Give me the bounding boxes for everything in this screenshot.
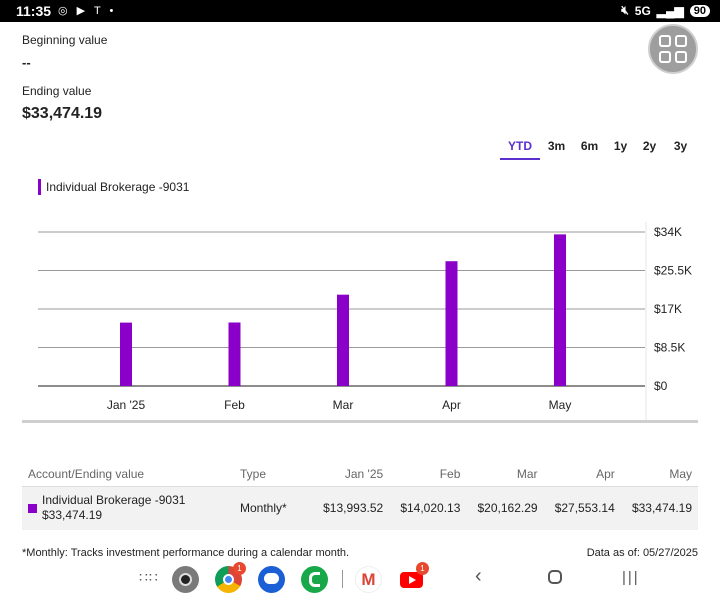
- x-tick-label: Feb: [224, 398, 245, 412]
- section-divider: [22, 420, 698, 423]
- y-tick-label: $8.5K: [654, 341, 685, 355]
- header-may: May: [620, 462, 698, 487]
- x-tick-label: Mar: [333, 398, 354, 412]
- period-tabs: YTD 3m 6m 1y 2y 3y: [500, 138, 697, 160]
- legend-label: Individual Brokerage -9031: [46, 180, 190, 194]
- chrome-badge: 1: [233, 562, 246, 575]
- status-bar: 11:35 ◎ ▶ T • 🔇︎ 5G ▂▄▆ 90: [0, 0, 720, 22]
- value-cell-apr: $27,553.14: [543, 486, 621, 530]
- app-drawer-icon[interactable]: ∷∷: [139, 569, 159, 585]
- network-label: 5G: [634, 3, 651, 18]
- tab-ytd[interactable]: YTD: [500, 138, 540, 160]
- beginning-value: --: [22, 55, 31, 70]
- x-tick-label: Jan '25: [107, 398, 146, 412]
- value-cell-feb: $14,020.13: [389, 486, 467, 530]
- android-nav-bar: ∷∷ 1 M 1 ‹ |||: [0, 560, 720, 600]
- bar: [228, 322, 241, 386]
- account-swatch: [28, 504, 37, 514]
- x-tick-label: May: [549, 398, 572, 412]
- status-right: 🔇︎ 5G ▂▄▆ 90: [621, 3, 710, 18]
- main-content: Beginning value -- Ending value $33,474.…: [0, 22, 720, 560]
- y-tick-label: $25.5K: [654, 264, 692, 278]
- bar: [120, 322, 132, 386]
- beginning-value-label: Beginning value: [22, 33, 108, 47]
- header-apr: Apr: [543, 462, 621, 487]
- ending-value: $33,474.19: [22, 105, 103, 122]
- account-ending-value: $33,474.19: [42, 508, 103, 523]
- camera-icon[interactable]: [172, 566, 199, 593]
- tab-3m[interactable]: 3m: [547, 139, 566, 153]
- header-type: Type: [234, 462, 312, 487]
- table-header-row: Account/Ending value Type Jan '25 Feb Ma…: [22, 462, 698, 487]
- table-row[interactable]: Individual Brokerage -9031 $33,474.19 Mo…: [22, 486, 698, 530]
- tab-6m[interactable]: 6m: [580, 139, 599, 153]
- header-mar: Mar: [466, 462, 544, 487]
- y-tick-label: $0: [654, 379, 668, 393]
- home-button[interactable]: [548, 570, 562, 584]
- legend-swatch: [38, 179, 41, 195]
- value-cell-mar: $20,162.29: [466, 486, 544, 530]
- y-tick-label: $17K: [654, 302, 682, 316]
- youtube-badge: 1: [416, 562, 429, 575]
- bar-chart: $0 $8.5K $17K $25.5K $34K Jan '25 Feb Mar Apr May: [38, 222, 692, 420]
- bar: [445, 261, 458, 386]
- status-time: 11:35: [16, 3, 52, 19]
- header-account: Account/Ending value: [22, 462, 234, 487]
- battery-icon: 90: [689, 4, 710, 17]
- type-cell: Monthly*: [234, 486, 312, 530]
- recents-button[interactable]: |||: [622, 569, 640, 586]
- account-name: Individual Brokerage -9031: [42, 493, 186, 508]
- account-table: Account/Ending value Type Jan '25 Feb Ma…: [22, 462, 698, 530]
- messages-icon[interactable]: [258, 566, 285, 593]
- header-feb: Feb: [389, 462, 467, 487]
- floating-menu-button[interactable]: [648, 24, 698, 74]
- phone-icon[interactable]: [301, 566, 328, 593]
- data-as-of: Data as of: 05/27/2025: [586, 547, 698, 559]
- nav-separator: [342, 570, 343, 588]
- tab-3y[interactable]: 3y: [673, 139, 688, 153]
- signal-icon: ▂▄▆: [656, 3, 684, 18]
- x-tick-label: Apr: [442, 398, 461, 412]
- header-jan: Jan '25: [312, 462, 390, 487]
- y-tick-label: $34K: [654, 225, 682, 239]
- account-cell: Individual Brokerage -9031 $33,474.19: [22, 486, 234, 530]
- value-cell-jan: $13,993.52: [312, 486, 390, 530]
- bar: [337, 294, 349, 386]
- chrome-icon[interactable]: 1: [215, 562, 246, 593]
- chart-legend: Individual Brokerage -9031: [38, 179, 189, 195]
- mute-icon: 🔇︎: [621, 3, 629, 17]
- footnote: *Monthly: Tracks investment performance …: [22, 547, 350, 559]
- gmail-icon[interactable]: M: [355, 566, 382, 593]
- value-cell-may: $33,474.19: [620, 486, 698, 530]
- back-button[interactable]: ‹: [475, 565, 482, 587]
- ending-value-label: Ending value: [22, 84, 92, 98]
- tab-2y[interactable]: 2y: [642, 139, 657, 153]
- tab-1y[interactable]: 1y: [613, 139, 628, 153]
- grid-icon: [659, 35, 671, 47]
- youtube-icon[interactable]: 1: [398, 562, 429, 593]
- bar: [554, 234, 566, 386]
- notification-icons: ◎ ▶ T •: [58, 5, 117, 17]
